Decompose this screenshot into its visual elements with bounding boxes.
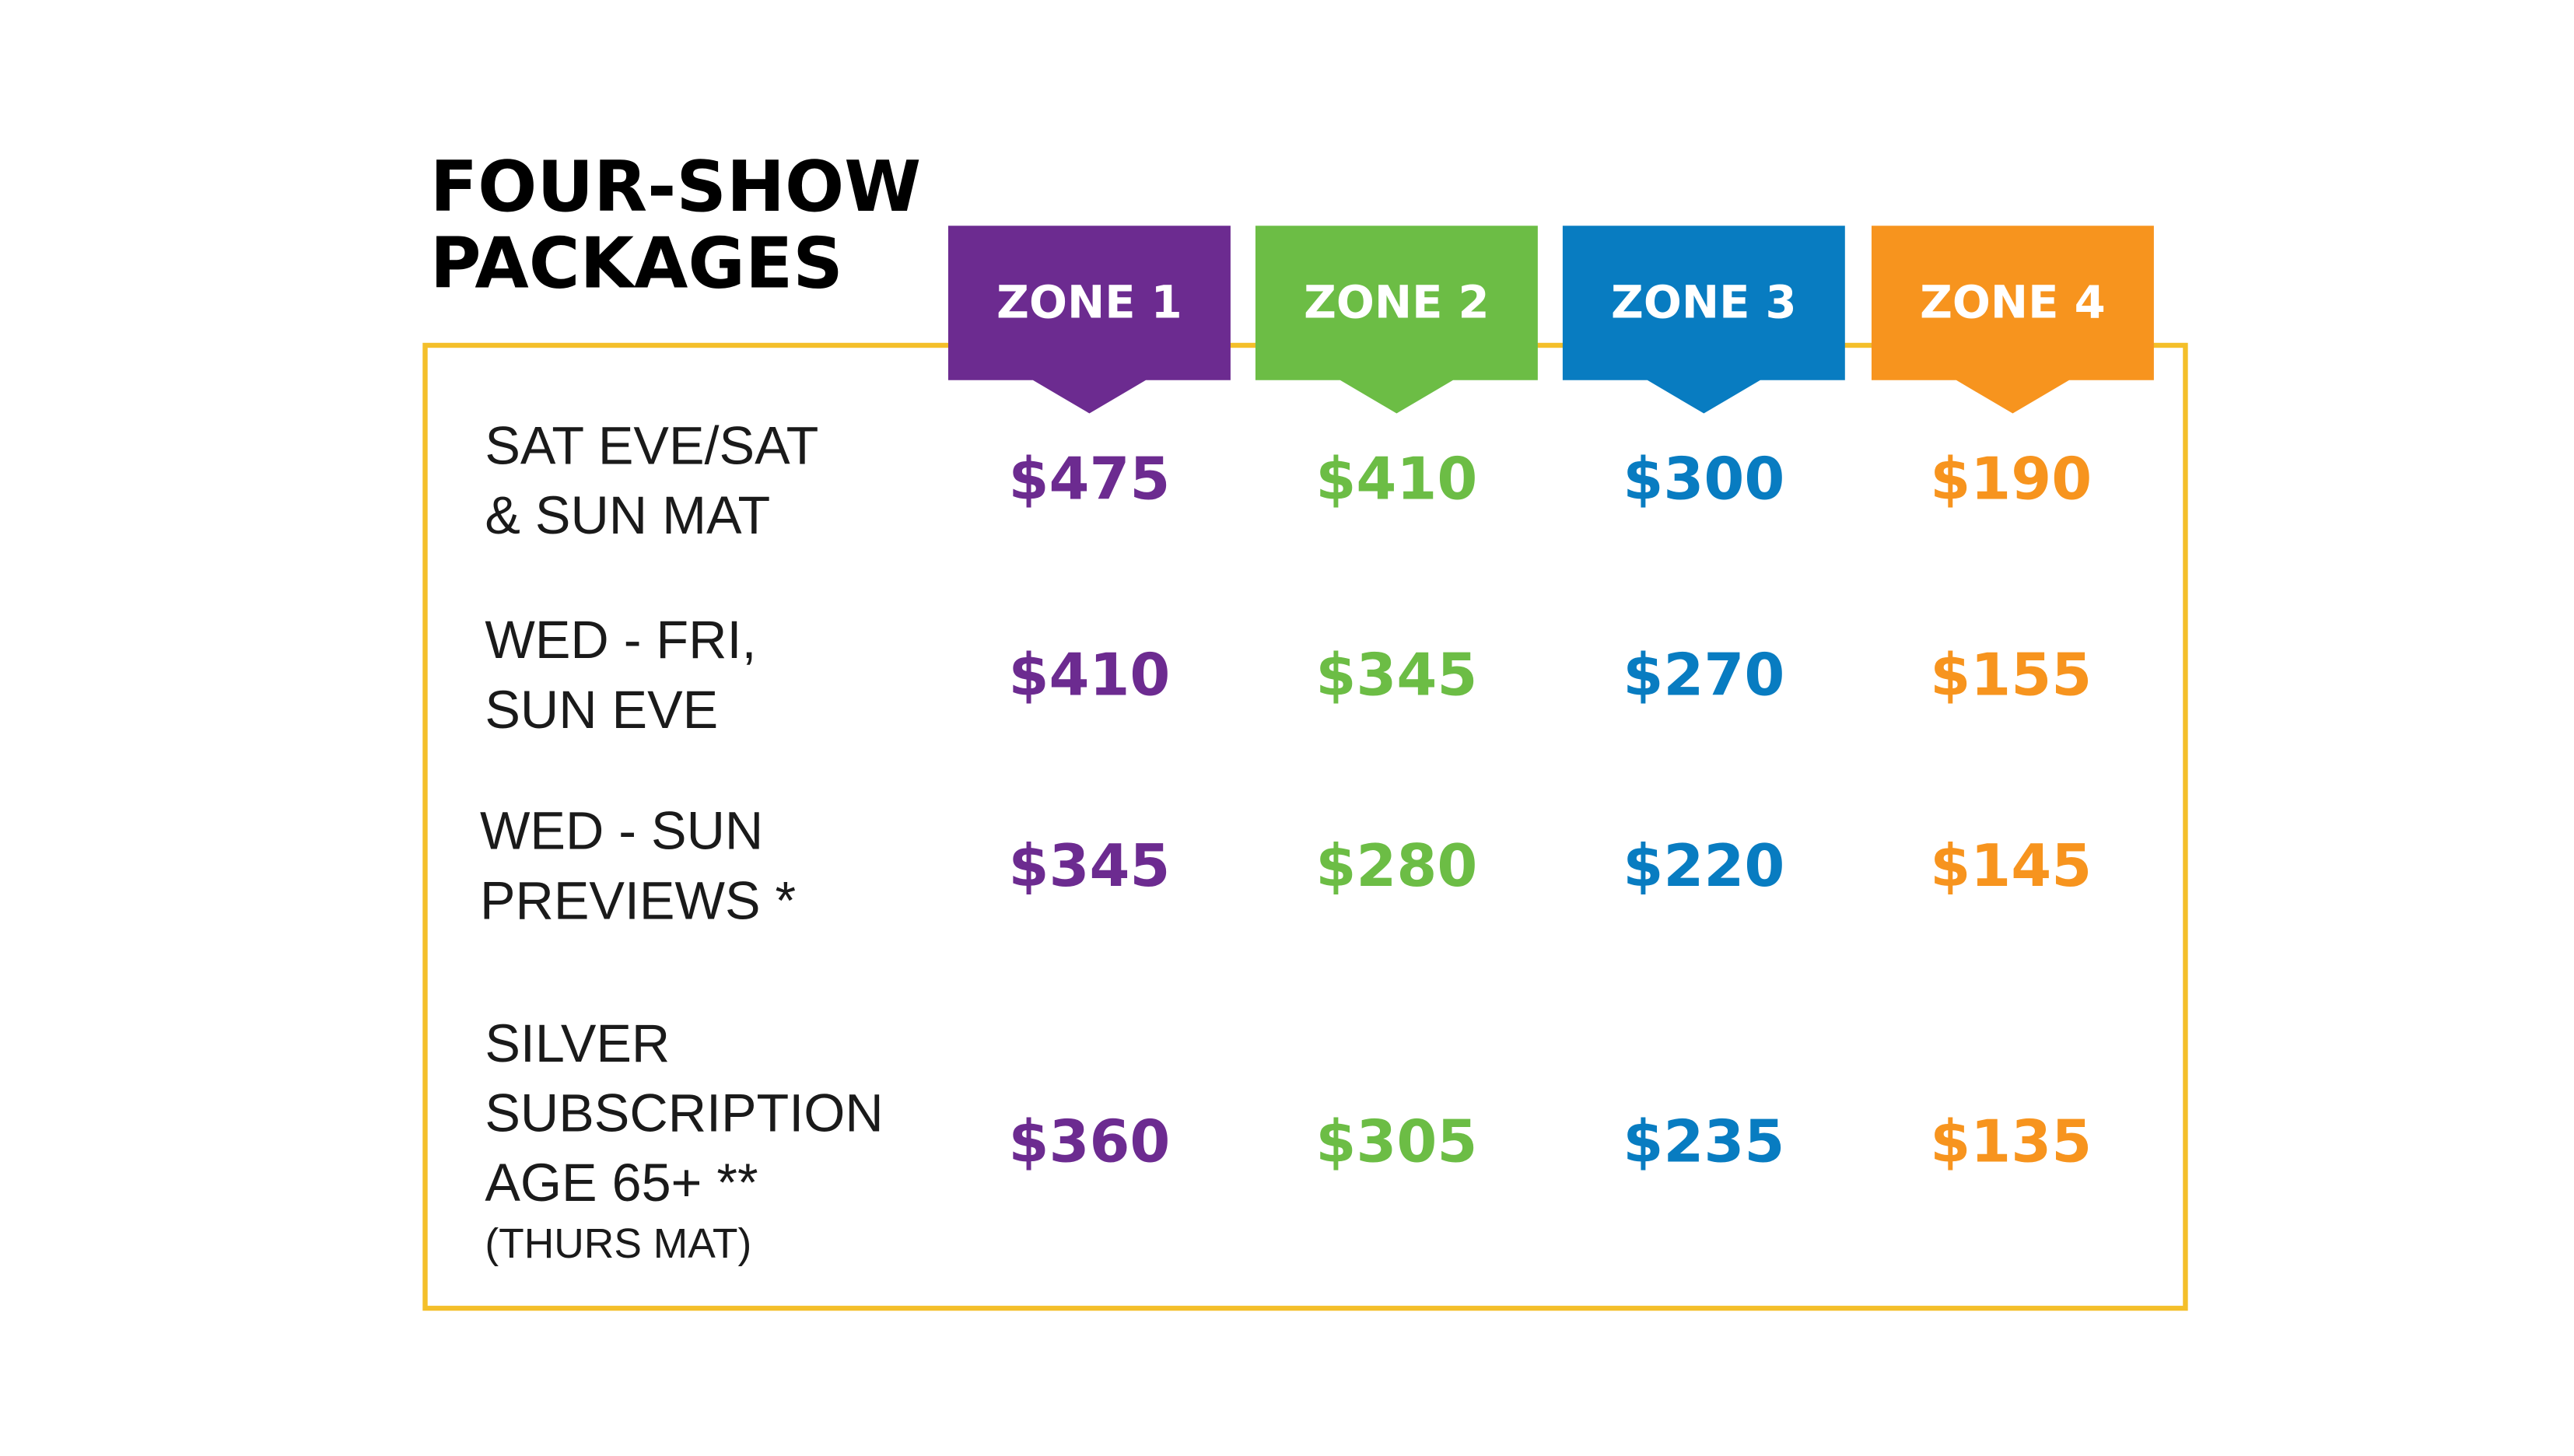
price: $145 <box>1930 832 2092 900</box>
title-line: PACKAGES <box>430 223 843 304</box>
price: $345 <box>1008 832 1170 900</box>
zone-label: ZONE 2 <box>1304 276 1490 328</box>
price: $360 <box>1008 1108 1170 1175</box>
price: $190 <box>1930 446 2092 513</box>
price: $270 <box>1623 642 1784 709</box>
price: $305 <box>1315 1108 1477 1175</box>
row-label: SAT EVE/SAT <box>485 417 818 476</box>
row-label: PREVIEWS * <box>480 871 796 930</box>
row-label: & SUN MAT <box>485 486 770 545</box>
price: $475 <box>1008 446 1170 513</box>
zone-tab <box>1562 226 1845 414</box>
zone-tab <box>1871 226 2154 414</box>
zone-label: ZONE 3 <box>1611 276 1797 328</box>
row-label: SUBSCRIPTION <box>485 1084 883 1143</box>
price: $280 <box>1315 832 1477 900</box>
price: $135 <box>1930 1108 2092 1175</box>
row-note: (THURS MAT) <box>485 1221 751 1267</box>
price: $300 <box>1623 446 1784 513</box>
row-label: SUN EVE <box>485 681 718 740</box>
zone-label: ZONE 4 <box>1920 276 2106 328</box>
row-label: WED - SUN <box>480 802 763 861</box>
row-label: WED - FRI, <box>485 611 756 670</box>
price: $235 <box>1623 1108 1784 1175</box>
title-line: FOUR-SHOW <box>430 147 921 228</box>
price: $410 <box>1008 642 1170 709</box>
row-label: AGE 65+ ** <box>485 1153 758 1213</box>
price: $410 <box>1315 446 1477 513</box>
price: $155 <box>1930 642 2092 709</box>
row-label: SILVER <box>485 1014 670 1073</box>
price: $345 <box>1315 642 1477 709</box>
zone-tab <box>1255 226 1538 414</box>
zone-label: ZONE 1 <box>996 276 1182 328</box>
zone-tab <box>947 226 1231 414</box>
price: $220 <box>1623 832 1784 900</box>
